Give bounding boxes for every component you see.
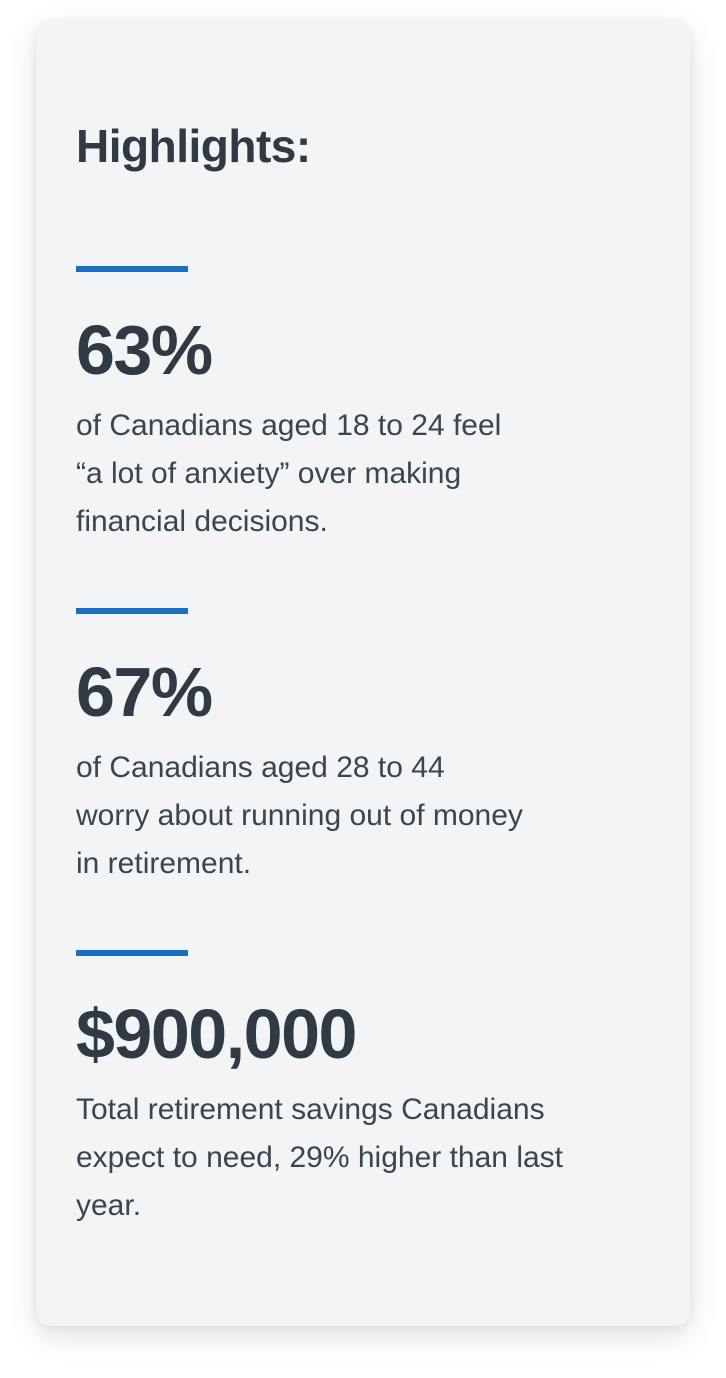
highlights-heading: Highlights: [76, 120, 311, 172]
stat-value: 63% [76, 311, 213, 389]
stat-value: 67% [76, 653, 213, 731]
accent-divider [76, 608, 188, 614]
stat-description: of Canadians aged 18 to 24 feel “a lot o… [76, 409, 502, 538]
stat-description: of Canadians aged 28 to 44 worry about r… [76, 751, 523, 880]
stat-block: 67% of Canadians aged 28 to 44 worry abo… [76, 608, 636, 888]
stat-block: 63% of Canadians aged 18 to 24 feel “a l… [76, 266, 636, 546]
stat-block: $900,000 Total retirement savings Canadi… [76, 950, 636, 1230]
stat-value: $900,000 [76, 995, 357, 1073]
stat-description: Total retirement savings Canadians expec… [76, 1093, 564, 1222]
highlights-card: Highlights: 63% of Canadians aged 18 to … [36, 20, 690, 1326]
accent-divider [76, 950, 188, 956]
accent-divider [76, 266, 188, 272]
